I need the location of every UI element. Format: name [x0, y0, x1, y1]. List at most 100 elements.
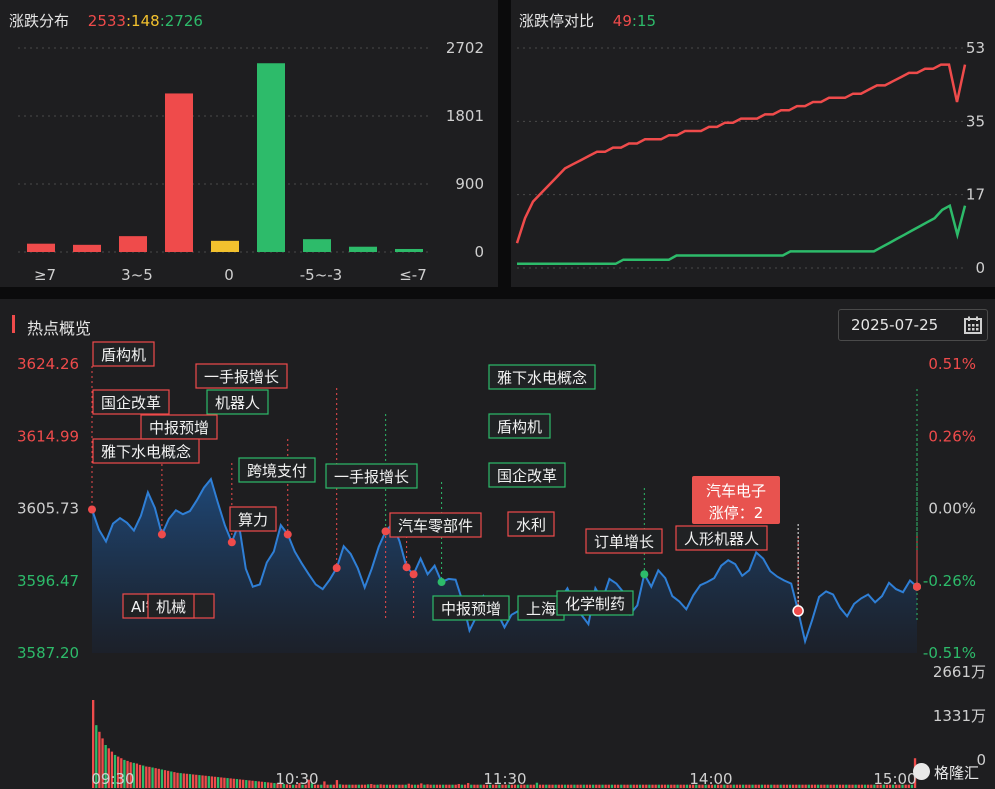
y-tick-label-left: 3596.47: [17, 572, 79, 590]
volume-bar: [742, 784, 745, 788]
annotation-label: 国企改革: [101, 394, 161, 412]
volume-bar: [588, 784, 592, 788]
volume-bar: [485, 784, 489, 788]
volume-bar: [704, 784, 707, 788]
volume-bar: [807, 784, 810, 788]
annotation-label: 国企改革: [497, 467, 557, 485]
volume-bar: [248, 780, 251, 788]
volume-bar: [579, 784, 582, 788]
volume-bar: [813, 784, 817, 788]
y-tick-label-left: 3605.73: [17, 500, 79, 518]
volume-bar: [126, 760, 129, 788]
volume-bar: [282, 784, 285, 788]
annotation-box: [389, 512, 482, 538]
volume-bar: [432, 784, 435, 788]
volume-bar: [188, 774, 192, 788]
x-tick-label: 14:00: [689, 770, 732, 788]
volume-bar: [617, 784, 620, 788]
volume-bar: [623, 784, 626, 788]
volume-bar: [460, 784, 464, 788]
bar: [303, 239, 331, 252]
annotation-label: 化学制药: [565, 595, 625, 613]
volume-bar: [907, 784, 910, 788]
volume-bar: [573, 784, 576, 788]
flat-count: 148: [131, 12, 160, 30]
volume-bar: [98, 731, 101, 788]
bar: [349, 246, 377, 252]
volume-bar: [101, 738, 104, 788]
volume-bar: [754, 784, 757, 788]
volume-bar: [610, 784, 614, 788]
volume-bar: [360, 784, 364, 788]
hot-title: 热点概览: [27, 319, 92, 338]
brand-logo: 格隆汇: [913, 760, 993, 784]
limit-panel: 涨跌停对比 49:15 53 35 17 0: [511, 0, 995, 287]
annotation-label: 跨境支付: [247, 462, 307, 480]
volume-bar: [629, 784, 632, 788]
annotation-label: 上海: [526, 600, 556, 618]
annotation-box: [325, 463, 418, 489]
x-tick-label: 11:30: [483, 770, 526, 788]
volume-bar: [707, 784, 710, 788]
volume-bar: [770, 784, 773, 788]
volume-bar: [392, 784, 395, 788]
volume-bar: [720, 784, 723, 788]
volume-bar: [320, 784, 323, 788]
annotation-label: 订单增长: [594, 533, 654, 551]
volume-bar: [426, 784, 429, 788]
volume-bar: [635, 784, 639, 788]
volume-bar: [267, 782, 270, 788]
volume-bar: [542, 784, 545, 788]
volume-bar: [510, 784, 514, 788]
volume-bar: [251, 780, 254, 788]
annotation-marker: [640, 570, 649, 579]
annotation-marker: [913, 582, 921, 591]
volume-bar: [867, 784, 870, 788]
volume-bar: [292, 784, 295, 788]
volume-bar: [342, 784, 345, 788]
volume-bar: [170, 771, 173, 788]
volume-bar: [232, 778, 235, 788]
volume-tick-label: 0: [976, 751, 986, 769]
volume-bar: [879, 784, 882, 788]
callout-count: 涨停：2: [709, 504, 764, 522]
y-tick-label: 53: [966, 39, 985, 57]
volume-bar: [417, 784, 420, 788]
volume-bar: [810, 784, 814, 788]
volume-bar: [476, 784, 479, 788]
volume-bar: [854, 784, 857, 788]
volume-bar: [592, 784, 595, 788]
limit-title: 涨跌停对比: [519, 12, 595, 30]
limit-title-row: 涨跌停对比 49:15: [519, 10, 656, 31]
volume-bar: [179, 773, 182, 788]
volume-bar: [685, 784, 689, 788]
volume-bar: [295, 784, 298, 788]
volume-bar: [201, 775, 204, 788]
distribution-chart: 2702 1801 900 0 ≥7 3~5 0 -5~-3 ≤-7: [18, 39, 484, 284]
volume-bar: [613, 784, 617, 788]
date-picker[interactable]: 2025-07-25: [838, 309, 988, 341]
volume-bar: [801, 784, 804, 788]
limit-down-line: [517, 203, 967, 266]
volume-bar: [388, 784, 392, 788]
volume-bar: [329, 784, 332, 788]
annotation-label: 中报预增: [149, 419, 209, 437]
annotation-box: [488, 462, 566, 488]
volume-bar: [817, 784, 820, 788]
volume-bar: [888, 784, 892, 788]
volume-bar: [795, 784, 798, 788]
volume-bar: [207, 776, 210, 788]
volume-bar: [226, 778, 229, 788]
volume-bar: [351, 784, 354, 788]
volume-bar: [513, 784, 517, 788]
volume-bar: [273, 783, 276, 788]
y-tick-label-left: 3614.99: [17, 427, 79, 445]
y-tick-label-right: -0.51%: [923, 644, 976, 662]
volume-bar: [598, 784, 601, 788]
calendar-icon[interactable]: [963, 315, 983, 335]
annotation-label: 盾构机: [101, 346, 146, 364]
volume-bar: [501, 784, 504, 788]
volume-bar: [151, 767, 154, 788]
volume-bar: [104, 745, 107, 788]
volume-bar: [885, 784, 889, 788]
